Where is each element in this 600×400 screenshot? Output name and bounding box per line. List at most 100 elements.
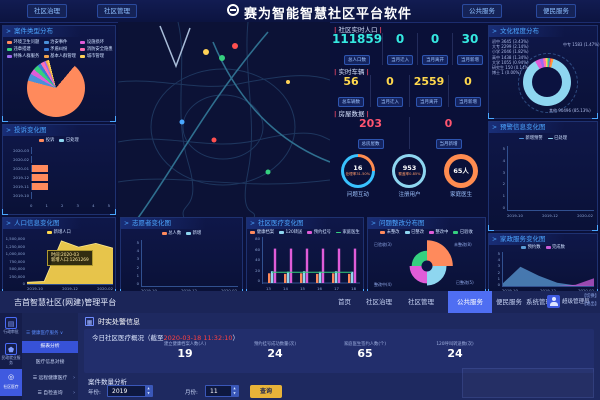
panel-volunteer: 志愿者变化图 总人数 新增 5 4 3 2 1 0 2019-10 2019-12 2020-0…: [120, 217, 243, 295]
warning-x-axis: 2019-10 2019-12 2020-02: [507, 213, 593, 218]
submenu-item-医疗信息对接[interactable]: 医疗信息对接: [35, 360, 65, 365]
legend-item[interactable]: 新增: [186, 230, 201, 236]
legend-item[interactable]: 预约数: [521, 244, 541, 250]
user-avatar[interactable]: [547, 295, 560, 308]
stat-label-chip: 当月迁入: [387, 55, 414, 65]
legend-item[interactable]: 已处理: [59, 137, 79, 143]
education-callout: 高中 1438 (1.34%): [492, 54, 529, 60]
legend-item[interactable]: 已整改: [404, 229, 424, 235]
logout-link[interactable]: 【退出】: [581, 302, 599, 307]
doc-icon[interactable]: ▤: [5, 317, 17, 329]
subnav-公共服务[interactable]: 公共服务: [448, 291, 492, 313]
subnav-社区治理[interactable]: 社区治理: [366, 298, 392, 306]
legend-item[interactable]: 特殊人群服务: [7, 53, 42, 59]
axis-tick: 1: [136, 272, 139, 278]
header-tab-社区管理[interactable]: 社区管理: [97, 4, 137, 18]
header-tab-社区治理[interactable]: 社区治理: [27, 4, 67, 18]
map-marker[interactable]: [211, 137, 217, 143]
legend-item[interactable]: 违章搭建: [7, 46, 42, 52]
axis-tick: 5: [136, 240, 139, 245]
submenu-item-自检查询[interactable]: ☰ 自检查询 ›: [22, 388, 78, 400]
panel-title: 人口信息变化图: [3, 218, 115, 229]
legend-item[interactable]: 已验收: [453, 229, 473, 235]
switch-link[interactable]: 【切换】: [581, 294, 599, 299]
city-map[interactable]: [118, 22, 330, 218]
subwindow-header: 吉首智慧社区(网建)管理平台 首页 社区治理 社区管理 公共服务 便民服务 系统管理 超…: [0, 291, 600, 314]
map-marker[interactable]: [265, 169, 271, 175]
axis-tick: 2020-02: [97, 286, 113, 291]
map-marker[interactable]: [179, 119, 185, 125]
system-manage-link[interactable]: 系统管理: [526, 298, 552, 306]
volunteer-y-axis: 5 4 3 2 1 0: [129, 240, 139, 286]
legend-item[interactable]: 家庭医生: [335, 229, 360, 235]
stat-value: 0: [430, 32, 440, 46]
legend-item[interactable]: 预约挂号: [307, 229, 331, 235]
legend-item[interactable]: 完成数: [545, 244, 565, 250]
shield-icon[interactable]: ⬟: [5, 343, 17, 355]
legend-item[interactable]: 新增预警: [518, 135, 543, 141]
legend-item[interactable]: 环境卫生问题: [7, 39, 42, 45]
year-select[interactable]: 2019 ▲ ▼: [107, 385, 153, 397]
legend-swatch: [7, 47, 12, 51]
legend-label: 已整改: [411, 230, 424, 235]
axis-tick: 750,000: [9, 258, 25, 264]
ring-center: 16 处理率31.50%: [343, 157, 372, 185]
subnav-便民服务[interactable]: 便民服务: [496, 298, 522, 306]
bar-track: [31, 156, 111, 163]
search-button[interactable]: 查询: [250, 385, 282, 398]
education-callout: 大专 2299 (2.14%): [492, 44, 529, 50]
submenu-group[interactable]: ☰ 健康医疗服务 ∨: [26, 331, 64, 336]
kpi-ring: 16 处理率31.50% 问题互动: [333, 154, 383, 198]
stat-value: 0: [395, 32, 405, 46]
legend-item[interactable]: 消防安全隐患: [80, 46, 115, 52]
spinner-icon[interactable]: ▲ ▼: [231, 386, 238, 396]
panel-complaint: 投诉变化图 投诉 已处理 2020-03 2020-02 2020-01 2019-12…: [2, 124, 116, 215]
axis-tick: 2019-10: [141, 288, 157, 293]
map-marker[interactable]: [286, 80, 290, 84]
legend-item[interactable]: 整改中: [429, 229, 448, 235]
subnav-首页[interactable]: 首页: [338, 298, 351, 306]
submenu-item-报表分析[interactable]: 报表分析: [22, 341, 78, 353]
legend-swatch: [453, 230, 459, 234]
axis-tick: 5: [497, 251, 500, 256]
legend-item[interactable]: 基本人群管理: [43, 53, 79, 59]
education-callout: 博士 1 (0.00%): [492, 70, 521, 76]
ring-value: 16: [353, 164, 363, 173]
header-tab-公共服务[interactable]: 公共服务: [462, 4, 502, 18]
analysis-title: 案件数量分析: [88, 378, 127, 386]
map-marker[interactable]: [219, 55, 225, 61]
map-marker[interactable]: [232, 43, 238, 49]
legend-item[interactable]: 城市管理: [80, 53, 115, 59]
ring-gauge: 65人: [444, 154, 479, 188]
bar: [32, 165, 48, 172]
month-select[interactable]: 11 ▲ ▼: [205, 385, 239, 397]
legend-swatch: [80, 54, 86, 58]
map-marker[interactable]: [203, 49, 209, 55]
subnav-社区管理[interactable]: 社区管理: [408, 298, 434, 306]
legend-item[interactable]: 健康档案: [250, 229, 274, 235]
legend-item[interactable]: 治安事件: [43, 39, 79, 45]
grid-icon: ▦: [85, 317, 94, 326]
axis-tick: 2020-02: [578, 288, 594, 293]
username-label: 超级管理员: [562, 299, 590, 305]
legend-label: 新增人口: [53, 230, 71, 235]
legend-item[interactable]: 矛盾纠纷: [43, 46, 79, 52]
legend-item[interactable]: 投诉: [39, 137, 54, 143]
ring-value: 65人: [453, 166, 469, 175]
axis-tick: 3: [497, 263, 500, 269]
legend-item[interactable]: 设施损坏: [80, 39, 115, 45]
rail-item-社区医疗[interactable]: ◎ 社区医疗: [0, 369, 22, 396]
legend-item[interactable]: 新增人口: [47, 229, 71, 235]
legend-item[interactable]: 120转送: [279, 229, 302, 235]
stat-label-chip: 当月新增: [457, 55, 484, 65]
chevron-right-icon: ›: [73, 391, 75, 396]
spinner-icon[interactable]: ▲ ▼: [145, 386, 152, 396]
legend-item[interactable]: 已处理: [547, 135, 567, 141]
legend-item[interactable]: 总人数: [161, 230, 181, 236]
header-tab-便民服务[interactable]: 便民服务: [536, 4, 576, 18]
legend-item[interactable]: 未整改: [380, 229, 400, 235]
submenu-item-远程健康医疗[interactable]: ☰ 远程健康医疗 ›: [22, 373, 78, 385]
bar-track: [31, 183, 111, 190]
legend-label: 预约挂号: [313, 230, 331, 235]
